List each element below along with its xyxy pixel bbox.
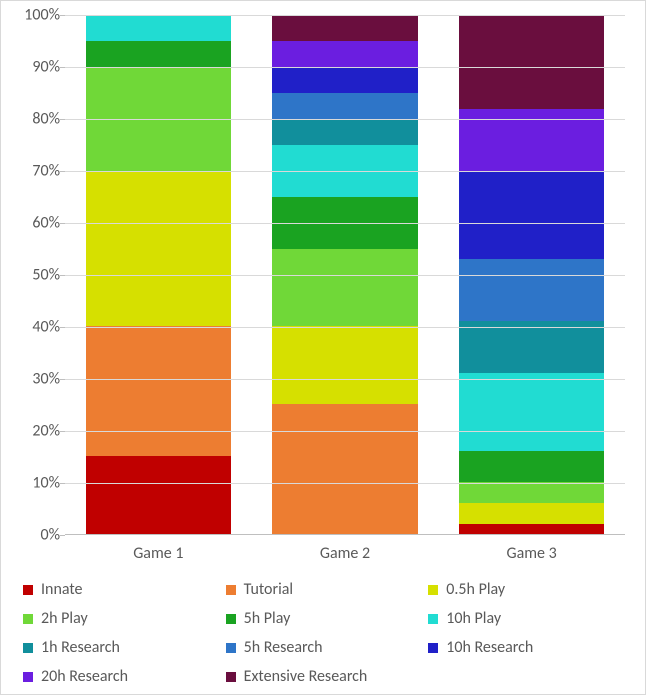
legend-item: 0.5h Play <box>424 575 627 604</box>
y-tick <box>60 223 65 224</box>
bar-segment <box>459 482 605 503</box>
y-axis-label: 70% <box>12 162 60 181</box>
bar-segment <box>459 373 605 451</box>
legend-item: 20h Research <box>19 662 222 691</box>
legend-label: 10h Research <box>446 638 533 657</box>
gridline <box>65 67 625 68</box>
legend-swatch <box>428 585 438 595</box>
gridline <box>65 327 625 328</box>
gridline <box>65 223 625 224</box>
bar-segment <box>272 15 418 41</box>
legend-label: Tutorial <box>244 580 293 599</box>
y-axis-label: 0% <box>12 526 60 545</box>
legend-swatch <box>23 585 33 595</box>
legend-item: Innate <box>19 575 222 604</box>
legend-item: 5h Play <box>222 604 425 633</box>
bar-segment <box>459 503 605 524</box>
y-axis-label: 80% <box>12 110 60 129</box>
bar-segment <box>459 321 605 373</box>
bar-segment <box>272 119 418 145</box>
bar-segment <box>459 109 605 171</box>
bar-segment <box>459 171 605 259</box>
y-axis-label: 30% <box>12 370 60 389</box>
legend-label: 1h Research <box>41 638 120 657</box>
legend-label: Innate <box>41 580 83 599</box>
legend-item: 2h Play <box>19 604 222 633</box>
y-axis-label: 90% <box>12 58 60 77</box>
bar-segment <box>459 451 605 482</box>
gridline <box>65 379 625 380</box>
bar-segment <box>272 404 418 534</box>
legend-item: 1h Research <box>19 633 222 662</box>
plot-area: Game 1Game 2Game 3 <box>65 15 625 535</box>
legend-swatch <box>226 672 236 682</box>
bar-segment <box>86 15 232 41</box>
y-tick <box>60 275 65 276</box>
gridline <box>65 483 625 484</box>
gridline <box>65 431 625 432</box>
legend-label: 5h Research <box>244 638 323 657</box>
legend-swatch <box>428 614 438 624</box>
y-tick <box>60 15 65 16</box>
bar-segment <box>459 15 605 108</box>
x-axis-label: Game 3 <box>459 544 605 563</box>
legend-label: Extensive Research <box>244 667 368 686</box>
legend-item: Extensive Research <box>222 662 425 691</box>
y-tick <box>60 379 65 380</box>
bar-segment <box>86 326 232 456</box>
legend-swatch <box>23 643 33 653</box>
legend-swatch <box>428 643 438 653</box>
bar-segment <box>86 456 232 534</box>
y-tick <box>60 327 65 328</box>
bar-segment <box>272 249 418 327</box>
gridline <box>65 119 625 120</box>
y-axis-label: 60% <box>12 214 60 233</box>
stacked-bar-chart: Game 1Game 2Game 3 InnateTutorial0.5h Pl… <box>0 0 646 695</box>
legend-label: 2h Play <box>41 609 88 628</box>
bar-segment <box>272 93 418 119</box>
bar-segment <box>272 41 418 67</box>
gridline <box>65 171 625 172</box>
bar-segment <box>459 259 605 321</box>
y-axis-label: 10% <box>12 474 60 493</box>
legend-item: 10h Play <box>424 604 627 633</box>
y-axis-label: 100% <box>12 6 60 25</box>
x-axis-label: Game 2 <box>272 544 418 563</box>
y-tick <box>60 431 65 432</box>
y-axis-label: 50% <box>12 266 60 285</box>
legend-item: Tutorial <box>222 575 425 604</box>
bar-segment <box>86 171 232 327</box>
legend-item: 10h Research <box>424 633 627 662</box>
bar-segment <box>86 41 232 67</box>
gridline <box>65 275 625 276</box>
legend-label: 20h Research <box>41 667 128 686</box>
y-tick <box>60 483 65 484</box>
legend-label: 0.5h Play <box>446 580 505 599</box>
legend-swatch <box>23 614 33 624</box>
legend-label: 5h Play <box>244 609 291 628</box>
y-tick <box>60 119 65 120</box>
y-tick <box>60 67 65 68</box>
y-tick <box>60 171 65 172</box>
bar-segment <box>272 67 418 93</box>
legend-swatch <box>23 672 33 682</box>
y-axis-label: 40% <box>12 318 60 337</box>
x-axis-label: Game 1 <box>86 544 232 563</box>
gridline <box>65 15 625 16</box>
bar-segment <box>272 326 418 404</box>
y-tick <box>60 535 65 536</box>
legend-label: 10h Play <box>446 609 501 628</box>
legend-swatch <box>226 643 236 653</box>
legend-swatch <box>226 614 236 624</box>
legend: Innate Tutorial 0.5h Play 2h Play 5h Play 10h… <box>19 575 627 691</box>
y-axis-label: 20% <box>12 422 60 441</box>
legend-item: 5h Research <box>222 633 425 662</box>
legend-swatch <box>226 585 236 595</box>
bar-segment <box>459 524 605 534</box>
